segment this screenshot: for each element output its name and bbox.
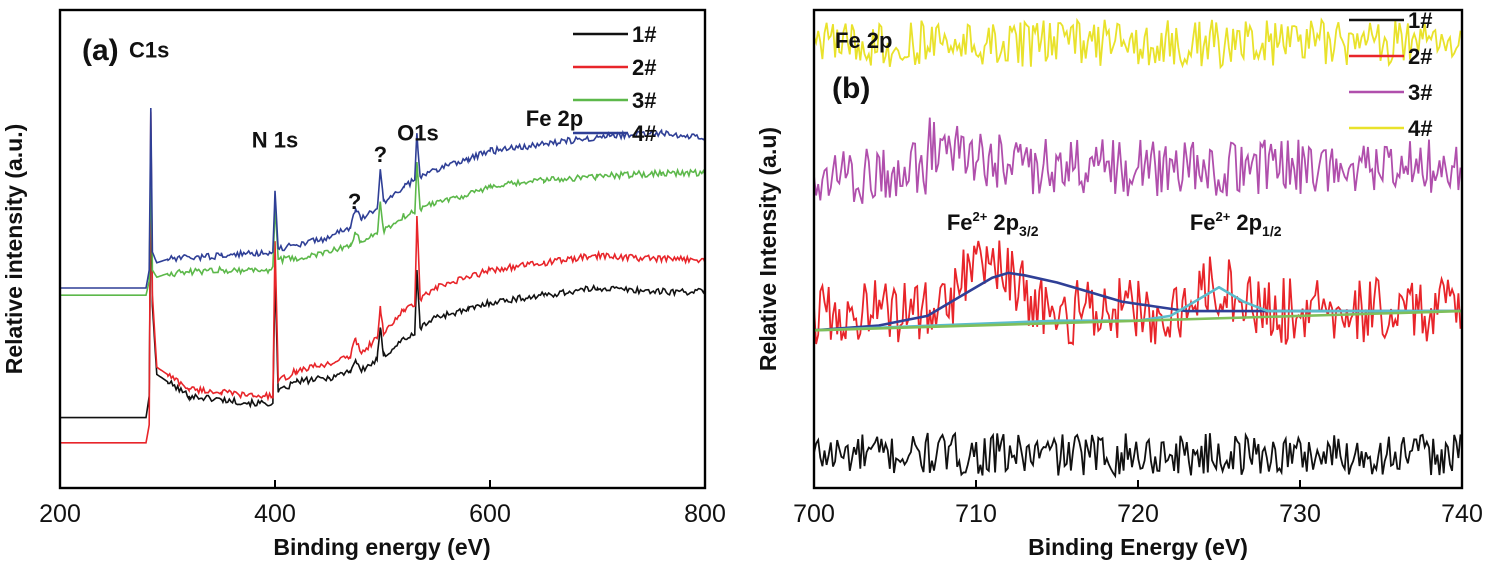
panel-b-x-tick-label: 720: [1117, 500, 1159, 528]
panel-a-x-tick-label: 400: [254, 500, 296, 528]
panel-b-legend-label: 4#: [1408, 116, 1432, 141]
panel-a-series-4-line: [60, 107, 706, 289]
panel-b-x-tick-label: 710: [955, 500, 997, 528]
panel-b-series-1-line: [813, 431, 1462, 479]
panel-b-fe2p-spectrum: 700 710 720 730 740 Fe 2p (b) Fe2+ 2p3/2 Fe2+ 2…: [755, 8, 1483, 560]
panel-a-x-tick-label: 800: [684, 500, 726, 528]
panel-a-series-3-line: [60, 158, 706, 297]
panel-b-series-group: [813, 17, 1462, 479]
panel-a-legend-label: 4#: [632, 121, 656, 146]
panel-a-x-tick-label: 600: [469, 500, 511, 528]
panel-a-peak-label: N 1s: [252, 128, 298, 153]
panel-a-legend: 1# 2# 3# 4#: [573, 22, 656, 146]
panel-a-series-group: [60, 107, 706, 444]
panel-a-x-ticks: 200 400 600 800: [39, 480, 726, 528]
panel-b-legend-label: 1#: [1408, 8, 1432, 33]
panel-a-series-2-line: [60, 111, 706, 444]
panel-b-series-2-line: [813, 240, 1462, 346]
panel-b-x-tick-label: 740: [1441, 500, 1483, 528]
panel-a-survey-spectrum: 200 400 600 800 C1s N 1s?? O1s Fe 2p (a) 1# 2# 3…: [1, 8, 726, 560]
panel-b-fit-curve-3: [813, 309, 1463, 332]
panel-b-series-4-line: [813, 17, 1462, 70]
panel-b-peak-labels: Fe2+ 2p3/2 Fe2+ 2p1/2: [947, 209, 1282, 239]
panel-b-fit-curves: [813, 271, 1463, 332]
panel-a-x-axis-title: Binding energy (eV): [273, 534, 490, 560]
panel-b-legend-label: 2#: [1408, 44, 1432, 69]
panel-a-plot-frame: [58, 8, 707, 490]
panel-b-series-3-line: [813, 117, 1462, 204]
panel-a-legend-label: 2#: [632, 55, 656, 80]
panel-a-label: (a): [82, 34, 119, 67]
panel-a-legend-label: 3#: [632, 88, 656, 113]
panel-b-y-axis-title: Relative Intensity (a.u): [755, 127, 781, 371]
panel-a-peak-label: Fe 2p: [526, 106, 583, 131]
panel-b-legend: 1# 2# 3# 4#: [1349, 8, 1432, 141]
panel-b-x-tick-label: 730: [1279, 500, 1321, 528]
panel-a-peak-labels: C1s N 1s?? O1s Fe 2p: [129, 38, 583, 214]
panel-a-legend-label: 1#: [632, 22, 656, 47]
panel-a-y-axis-title: Relative intensity (a.u.): [1, 124, 27, 375]
panel-b-x-tick-label: 700: [793, 500, 835, 528]
panel-b-plot-frame: [812, 8, 1464, 490]
panel-a-series-1-line: [60, 187, 706, 419]
panel-a-peak-label: ?: [374, 142, 387, 167]
panel-b-label: (b): [832, 72, 870, 105]
panel-b-legend-label: 3#: [1408, 80, 1432, 105]
panel-b-peak-label: Fe2+ 2p3/2: [947, 209, 1039, 239]
panel-a-x-tick-label: 200: [39, 500, 81, 528]
panel-b-peak-label: Fe2+ 2p1/2: [1190, 209, 1282, 239]
panel-a-peak-label: C1s: [129, 38, 169, 63]
panel-a-peak-label: O1s: [397, 120, 439, 145]
panel-b-title: Fe 2p: [835, 28, 892, 53]
panel-b-x-axis-title: Binding Energy (eV): [1028, 534, 1248, 560]
panel-a-peak-label: ?: [348, 189, 361, 214]
panel-b-x-ticks: 700 710 720 730 740: [793, 480, 1483, 528]
